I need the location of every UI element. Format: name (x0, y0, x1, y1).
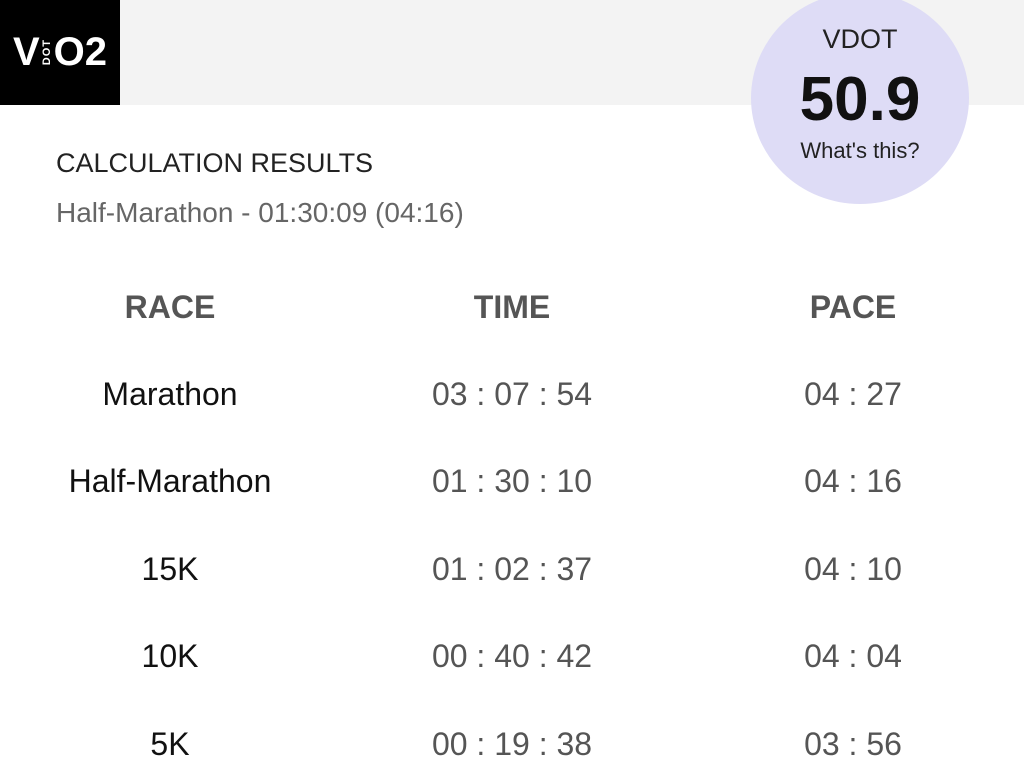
logo[interactable]: V DOT O2 (0, 0, 120, 105)
vdot-badge: VDOT 50.9 What's this? (751, 0, 969, 204)
logo-o2: O2 (53, 30, 108, 74)
results-heading: CALCULATION RESULTS (56, 148, 374, 178)
column-header: RACE (124, 289, 216, 325)
logo-dot: DOT (40, 39, 53, 66)
race-pace: 04 : 10 (804, 550, 902, 587)
race-time: 00 : 40 : 42 (431, 638, 593, 675)
column-header: TIME (473, 289, 551, 325)
race-name: Marathon (102, 376, 238, 412)
results-summary: Half-Marathon - 01:30:09 (04:16) (56, 197, 464, 228)
race-pace: 03 : 56 (804, 725, 902, 762)
race-name: Half-Marathon (68, 463, 272, 500)
race-pace: 04 : 27 (804, 376, 902, 412)
race-pace: 04 : 16 (804, 463, 902, 500)
race-time: 01 : 02 : 37 (431, 550, 593, 587)
logo-v: V (12, 30, 40, 74)
column-header: PACE (809, 289, 897, 325)
race-pace: 04 : 04 (804, 638, 902, 675)
race-name: 10K (141, 638, 199, 675)
race-time: 03 : 07 : 54 (431, 376, 593, 412)
race-time: 01 : 30 : 10 (431, 463, 593, 500)
race-name: 5K (150, 725, 190, 762)
whats-this-link[interactable]: What's this? (800, 138, 920, 163)
race-name: 15K (141, 550, 199, 587)
vdot-label: VDOT (822, 24, 898, 54)
vdot-value: 50.9 (799, 65, 921, 134)
race-time: 00 : 19 : 38 (431, 725, 593, 762)
